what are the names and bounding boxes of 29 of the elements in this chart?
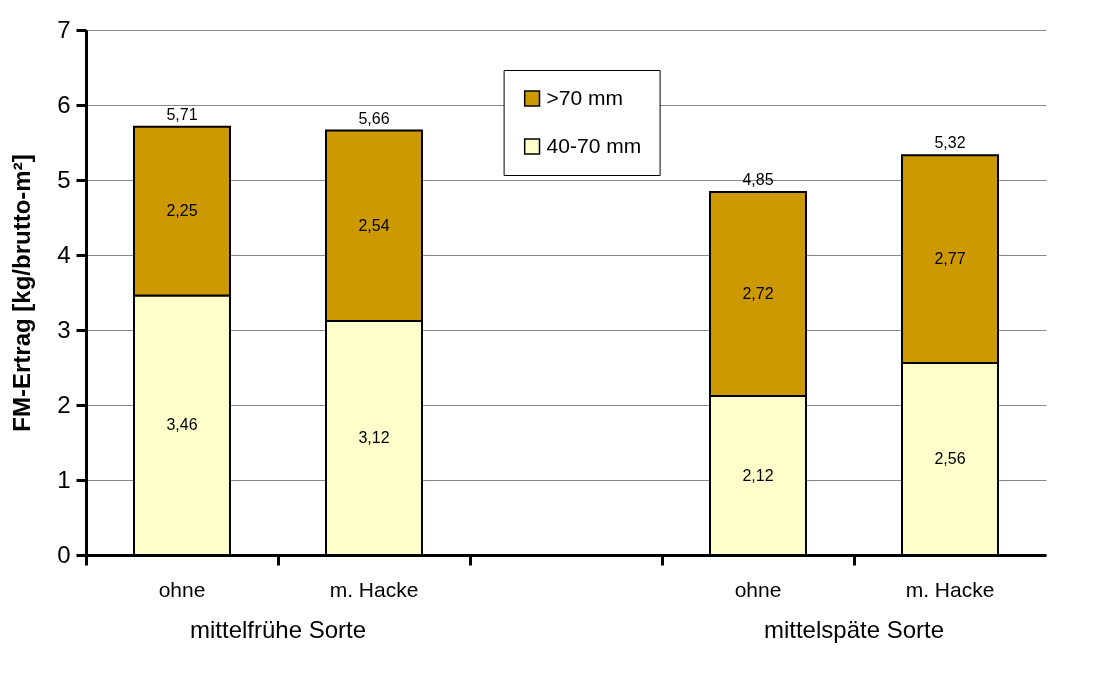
text: mittelfrühe Sorte bbox=[189, 616, 367, 643]
total-label: 5,32 bbox=[934, 134, 966, 152]
x-tick-label: m. Hacke bbox=[329, 577, 419, 601]
y-tick-label: 1 bbox=[57, 465, 71, 493]
y-tick-label: 6 bbox=[57, 90, 71, 118]
total-label: 5,71 bbox=[166, 105, 198, 123]
x-tick-label: m. Hacke bbox=[905, 577, 995, 601]
data-label: 2,25 bbox=[166, 202, 198, 220]
y-tick-label: 3 bbox=[57, 315, 71, 343]
total-label: 4,85 bbox=[742, 171, 774, 188]
text: mittelspäte Sorte bbox=[763, 616, 945, 643]
data-label: 2,12 bbox=[742, 466, 774, 484]
legend-label: 40-70 mm bbox=[546, 133, 642, 157]
y-axis-title: FM-Ertrag [kg/brutto-m²] bbox=[8, 154, 36, 432]
data-label: 2,72 bbox=[742, 285, 774, 302]
x-tick-label: ohne bbox=[158, 577, 206, 601]
legend-label: >70 mm bbox=[546, 85, 624, 109]
y-tick-label: 2 bbox=[57, 390, 71, 418]
data-label: 2,77 bbox=[934, 250, 966, 268]
y-tick-label: 0 bbox=[57, 540, 71, 568]
data-label: 2,56 bbox=[934, 450, 966, 467]
y-tick-label: 4 bbox=[57, 240, 71, 268]
data-label: 3,46 bbox=[166, 416, 198, 434]
data-label: 3,12 bbox=[358, 429, 390, 446]
y-tick-label: 5 bbox=[57, 165, 71, 193]
y-tick-label: 7 bbox=[57, 15, 71, 43]
data-label: 2,54 bbox=[358, 216, 390, 234]
x-tick-label: ohne bbox=[734, 577, 782, 601]
total-label: 5,66 bbox=[358, 109, 390, 127]
